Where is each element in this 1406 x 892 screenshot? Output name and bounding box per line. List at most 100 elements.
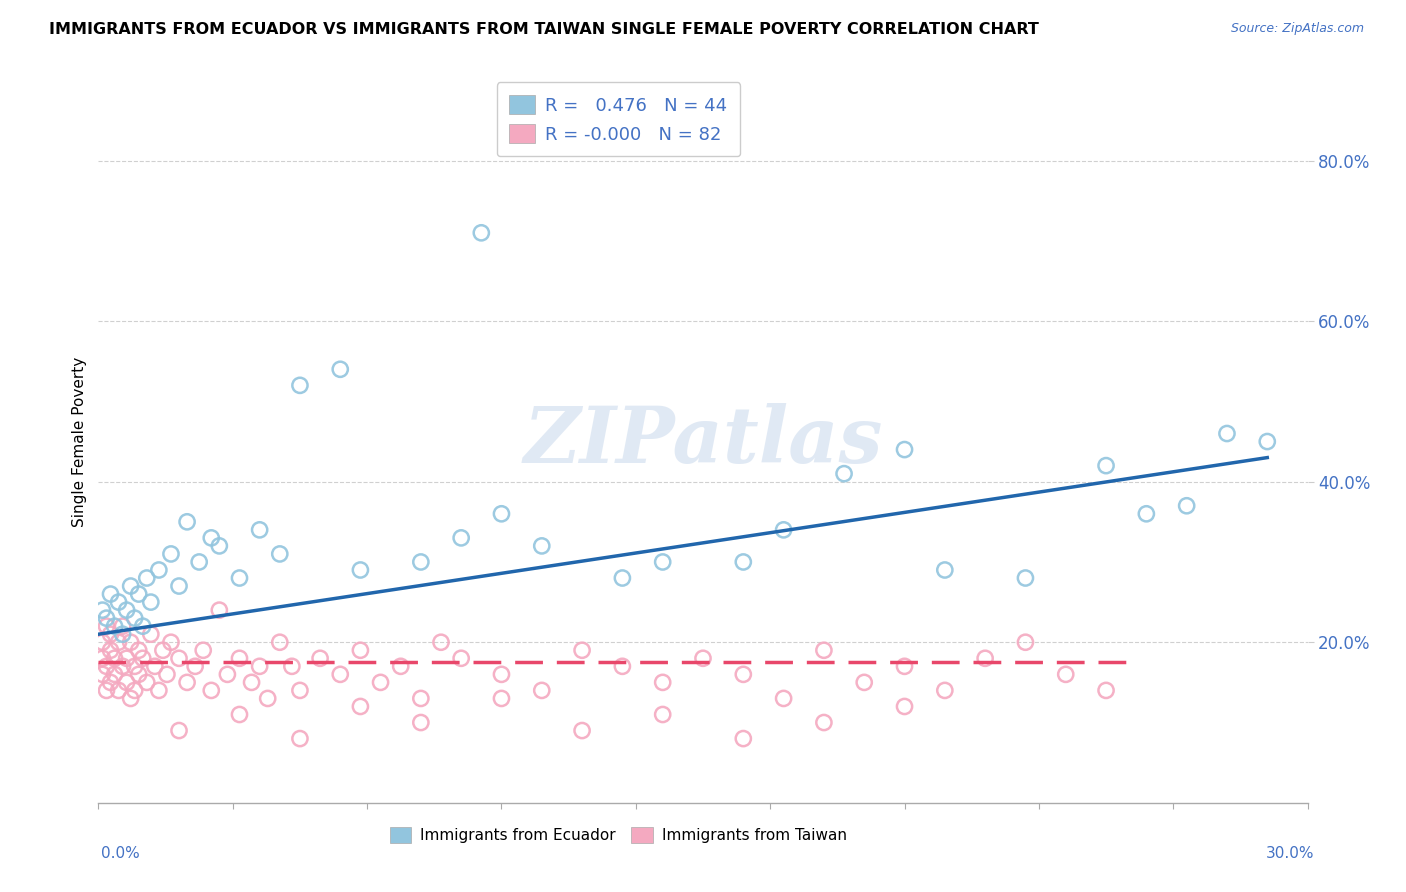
Point [409,691,432,706]
Point [111,627,134,641]
Point [193,643,215,657]
Point [217,667,239,681]
Point [200,531,222,545]
Point [813,643,835,657]
Point [571,643,593,657]
Point [100,587,122,601]
Point [288,378,311,392]
Point [96,659,118,673]
Point [409,715,432,730]
Point [733,555,755,569]
Point [115,651,138,665]
Point [152,643,174,657]
Point [228,571,250,585]
Point [491,667,513,681]
Point [132,619,155,633]
Point [139,595,162,609]
Point [733,667,755,681]
Point [1095,458,1118,473]
Point [349,699,371,714]
Point [128,587,150,601]
Point [974,651,997,665]
Point [148,683,170,698]
Point [107,595,129,609]
Point [208,603,231,617]
Point [853,675,876,690]
Point [91,667,114,681]
Point [107,635,129,649]
Point [100,675,122,690]
Point [128,643,150,657]
Point [349,643,371,657]
Point [249,659,271,673]
Point [1014,571,1036,585]
Point [651,555,673,569]
Point [772,523,794,537]
Point [249,523,271,537]
Point [103,667,125,681]
Point [530,539,553,553]
Point [124,683,146,698]
Point [228,707,250,722]
Point [491,691,513,706]
Point [143,659,166,673]
Text: 0.0%: 0.0% [101,846,141,861]
Point [772,691,794,706]
Point [176,515,198,529]
Point [188,555,211,569]
Point [281,659,304,673]
Point [893,699,915,714]
Point [692,651,714,665]
Point [491,507,513,521]
Point [132,651,155,665]
Point [156,667,179,681]
Point [100,643,122,657]
Point [103,651,125,665]
Point [349,563,371,577]
Text: ZIPatlas: ZIPatlas [523,403,883,480]
Point [571,723,593,738]
Point [120,635,142,649]
Point [1095,683,1118,698]
Point [832,467,855,481]
Point [256,691,278,706]
Point [167,651,190,665]
Point [733,731,755,746]
Point [228,651,250,665]
Point [208,539,231,553]
Point [115,675,138,690]
Point [160,547,183,561]
Point [269,635,291,649]
Point [160,635,183,649]
Point [135,675,157,690]
Point [240,675,263,690]
Text: Source: ZipAtlas.com: Source: ZipAtlas.com [1230,22,1364,36]
Point [651,707,673,722]
Point [934,563,956,577]
Point [184,659,207,673]
Point [1216,426,1239,441]
Y-axis label: Single Female Poverty: Single Female Poverty [72,357,87,526]
Point [470,226,492,240]
Point [389,659,412,673]
Point [115,603,138,617]
Point [100,627,122,641]
Point [612,571,634,585]
Point [96,683,118,698]
Point [1014,635,1036,649]
Point [111,659,134,673]
Point [91,635,114,649]
Point [329,667,352,681]
Point [167,723,190,738]
Point [893,442,915,457]
Point [1175,499,1198,513]
Point [120,579,142,593]
Point [124,611,146,625]
Point [200,683,222,698]
Point [148,563,170,577]
Point [370,675,392,690]
Point [1135,507,1157,521]
Point [103,619,125,633]
Text: 30.0%: 30.0% [1267,846,1315,861]
Point [1054,667,1077,681]
